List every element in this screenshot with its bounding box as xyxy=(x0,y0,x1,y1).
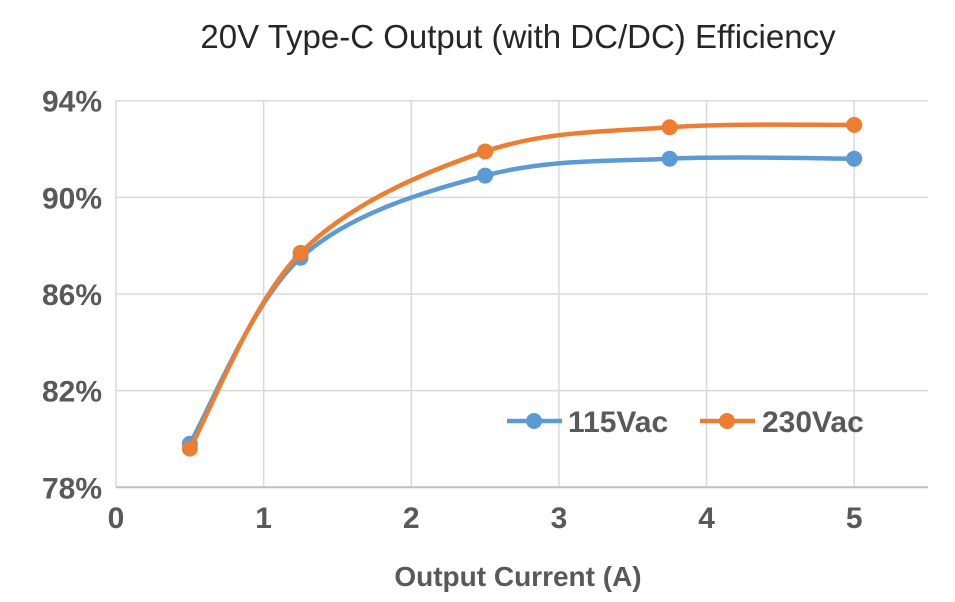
series-line-230vac xyxy=(187,122,857,451)
x-tick-label-4: 4 xyxy=(698,502,715,535)
series-marker-115vac-point-3.75 xyxy=(661,150,678,167)
y-tick-label-86%: 86% xyxy=(42,279,102,312)
series-marker-230vac-point-2.5 xyxy=(477,143,494,160)
series-marker-230vac-point-1.25 xyxy=(292,244,309,261)
series-layer xyxy=(181,116,863,457)
gridlines xyxy=(115,99,928,488)
series-marker-115vac-point-5 xyxy=(846,150,863,167)
legend-marker-230vac xyxy=(719,413,735,429)
y-tick-label-90%: 90% xyxy=(42,182,102,215)
x-tick-label-1: 1 xyxy=(255,502,272,535)
legend-label-115vac: 115Vac xyxy=(568,406,668,439)
x-tick-label-2: 2 xyxy=(403,502,420,535)
legend-marker-115vac xyxy=(526,413,542,429)
x-axis-tick-labels: 0 1 2 3 4 5 xyxy=(108,502,863,535)
y-axis-tick-labels: 78% 82% 86% 90% 94% xyxy=(42,86,102,506)
y-tick-label-82%: 82% xyxy=(42,376,102,409)
y-tick-label-78%: 78% xyxy=(42,472,102,505)
x-tick-label-3: 3 xyxy=(551,502,568,535)
legend-item-115vac: 115Vac xyxy=(507,406,668,439)
series-marker-230vac-point-5 xyxy=(846,116,863,133)
series-marker-230vac-point-0.5 xyxy=(181,440,198,457)
series-line-115vac xyxy=(187,155,857,447)
x-axis-title: Output Current (A) xyxy=(394,561,641,592)
series-marker-230vac-point-3.75 xyxy=(661,119,678,136)
y-tick-label-94%: 94% xyxy=(42,86,102,119)
x-tick-label-5: 5 xyxy=(846,502,863,535)
chart-title: 20V Type-C Output (with DC/DC) Efficienc… xyxy=(200,18,836,55)
x-tick-label-0: 0 xyxy=(108,502,125,535)
series-marker-115vac-point-2.5 xyxy=(477,167,494,184)
chart-legend: 115Vac 230Vac xyxy=(507,406,864,439)
legend-label-230vac: 230Vac xyxy=(762,406,864,439)
legend-item-230vac: 230Vac xyxy=(700,406,864,439)
